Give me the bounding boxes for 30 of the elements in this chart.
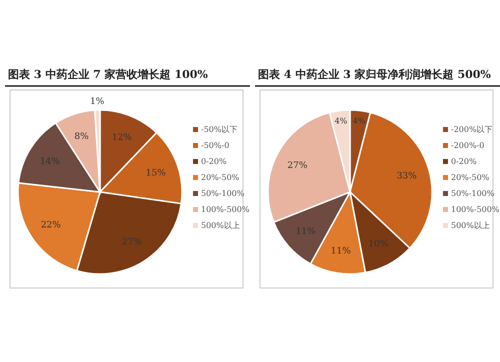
data-label: 12%: [112, 133, 132, 144]
legend-label: 0-20%: [201, 157, 227, 166]
legend-label: 500%以上: [451, 221, 490, 230]
data-label: 1%: [90, 97, 105, 108]
data-label: 27%: [122, 238, 142, 248]
legend-label: -50%以下: [201, 125, 238, 134]
legend-label: -200%-0: [451, 141, 484, 150]
data-label: 14%: [40, 156, 60, 167]
data-label: 11%: [296, 227, 316, 238]
legend-label: 50%-100%: [201, 189, 245, 198]
data-label: 27%: [287, 161, 308, 172]
data-label: 11%: [330, 246, 352, 256]
data-label: 15%: [146, 168, 166, 179]
data-label: 33%: [396, 172, 418, 182]
legend-label: 50%-100%: [451, 189, 495, 198]
legend-label: -50%-0: [201, 141, 230, 150]
chart-title: 图表 3 中药企业 7 家营收增长超 100%: [8, 68, 208, 81]
data-label: 8%: [74, 132, 90, 142]
data-label: 4%: [334, 116, 348, 126]
legend-label: 0-20%: [451, 157, 477, 166]
legend-label: 100%-500%: [451, 205, 500, 214]
legend-label: -200%以下: [451, 125, 493, 134]
data-label: 4%: [352, 116, 366, 126]
legend-label: 20%-50%: [451, 173, 490, 182]
legend-label: 100%-500%: [201, 205, 250, 214]
legend-label: 500%以上: [201, 221, 240, 230]
data-label: 22%: [40, 220, 62, 231]
chart-title: 图表 4 中药企业 3 家归母净利润增长超 500%: [258, 68, 492, 81]
data-label: 10%: [368, 240, 389, 250]
legend-label: 20%-50%: [201, 173, 240, 182]
